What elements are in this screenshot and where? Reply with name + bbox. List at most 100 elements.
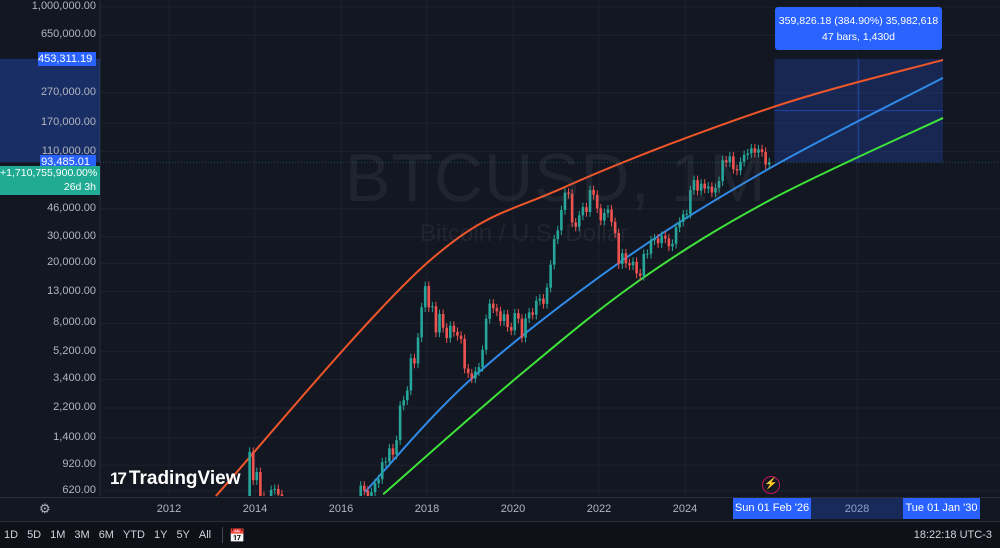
candle-body <box>728 156 732 163</box>
candle <box>767 157 771 170</box>
candle-body <box>560 210 563 231</box>
price-tick-label: 1,400.00 <box>53 430 96 443</box>
time-axis[interactable]: ⚙ 2012 2014 2016 2018 2020 2022 2024 2028 Sun 0… <box>0 497 1000 519</box>
divider <box>222 527 224 543</box>
candle-body <box>377 479 380 484</box>
candle-body <box>499 311 502 322</box>
candle-body <box>739 161 742 171</box>
candle-body <box>699 183 703 191</box>
candle-body <box>538 298 542 301</box>
price-axis[interactable]: 1,000,000.00 650,000.00 270,000.00 170,000.… <box>0 0 100 497</box>
range-button-6m[interactable]: 6M <box>98 529 114 541</box>
candle <box>420 302 423 343</box>
candle <box>409 353 413 396</box>
candle <box>438 309 441 338</box>
price-chart[interactable] <box>0 0 1000 497</box>
candle <box>757 144 760 158</box>
candle <box>524 313 527 343</box>
candle <box>678 217 681 233</box>
candle <box>384 457 388 467</box>
candle <box>452 321 456 337</box>
range-button-5d[interactable]: 5D <box>27 529 42 541</box>
bar-countdown: 26d 3h <box>63 181 96 193</box>
candle-body <box>366 490 370 496</box>
candle <box>635 257 638 279</box>
candle-body <box>441 313 445 328</box>
candle-body <box>585 207 588 213</box>
candle-body <box>689 190 692 214</box>
range-button-ytd[interactable]: YTD <box>122 529 145 541</box>
candle <box>269 485 273 496</box>
candle <box>617 228 621 269</box>
range-button-1y[interactable]: 1Y <box>153 529 168 541</box>
range-button-3m[interactable]: 3M <box>74 529 90 541</box>
price-tick-label: 2,200.00 <box>53 401 96 414</box>
candle-body <box>459 335 463 339</box>
candle <box>517 308 520 324</box>
candle-body <box>746 153 750 155</box>
candle-body <box>380 462 384 480</box>
candle <box>459 331 463 344</box>
candle <box>402 395 406 411</box>
range-button-all[interactable]: All <box>198 529 212 541</box>
candle <box>481 345 484 372</box>
clock[interactable]: 18:22:18 UTC-3 <box>913 529 992 541</box>
candle <box>570 189 574 228</box>
candle-body <box>402 400 406 406</box>
go-to-date-calendar-icon[interactable]: 📅 <box>229 527 246 543</box>
alert-lightning-icon[interactable]: ⚡ <box>762 476 780 494</box>
candle-body <box>513 313 517 331</box>
candle-body <box>255 471 259 481</box>
range-button-5y[interactable]: 5Y <box>176 529 190 541</box>
candle-body <box>488 303 492 319</box>
candle <box>689 185 692 219</box>
candle-body <box>395 440 398 455</box>
candle-body <box>735 169 739 171</box>
candle <box>674 222 678 249</box>
candle-body <box>696 180 699 191</box>
time-selection-start: Sun 01 Feb '26 <box>733 498 811 519</box>
price-change-percent: +1,710,755,900.00% <box>0 167 98 179</box>
candle-body <box>370 492 373 496</box>
candle <box>638 268 642 281</box>
candle-body <box>545 287 549 304</box>
candle-body <box>438 313 441 333</box>
price-tick-label: 650,000.00 <box>40 28 96 41</box>
range-button-1m[interactable]: 1M <box>50 529 66 541</box>
candle <box>753 143 757 158</box>
candle-body <box>588 189 592 213</box>
candle-body <box>703 183 707 189</box>
candle <box>373 478 377 496</box>
candle-body <box>620 253 624 265</box>
price-tick-label: 270,000.00 <box>40 85 96 98</box>
tradingview-logo[interactable]: 17 TradingView <box>110 467 241 491</box>
time-tick-label: 2020 <box>500 503 526 515</box>
tv-logo-text: TradingView <box>128 468 241 489</box>
price-tick-label: 5,200.00 <box>53 344 96 357</box>
candle <box>649 235 653 259</box>
candle <box>742 150 746 167</box>
settings-gear-icon[interactable]: ⚙ <box>39 501 51 516</box>
candle-body <box>405 390 409 401</box>
time-tick-label: 2024 <box>672 503 698 515</box>
candle <box>448 321 452 343</box>
price-tick-label: 170,000.00 <box>40 116 96 129</box>
candle <box>370 487 373 496</box>
candle <box>359 481 363 496</box>
candle <box>760 144 764 157</box>
candle <box>538 294 542 306</box>
candle <box>717 176 721 193</box>
range-button-1d[interactable]: 1D <box>4 529 19 541</box>
candle-body <box>527 312 531 319</box>
candle <box>656 233 660 248</box>
candle <box>703 179 707 194</box>
candle <box>735 164 739 176</box>
candle-body <box>760 149 764 152</box>
candle-body <box>362 485 366 491</box>
candle <box>391 443 395 460</box>
time-tick-label: 2022 <box>586 503 612 515</box>
candle <box>474 366 477 384</box>
candle-body <box>549 264 552 288</box>
candle <box>588 185 592 217</box>
candle-body <box>251 451 255 481</box>
